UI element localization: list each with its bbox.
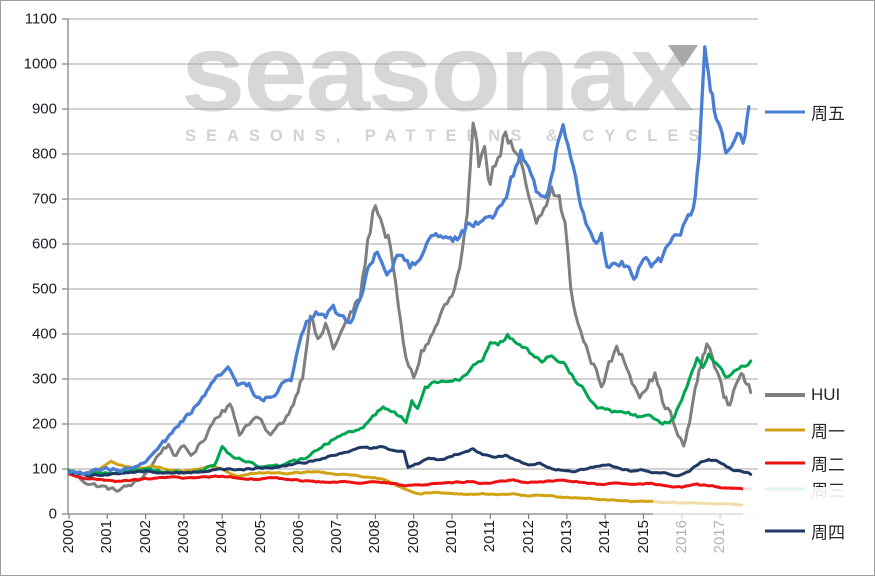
- legend-label-周一: 周一: [811, 422, 845, 442]
- series-line-HUI: [67, 121, 753, 493]
- y-tick-label-1100: 1100: [24, 10, 57, 28]
- x-tick-label-2008: 2008: [366, 520, 384, 554]
- x-tick-label-2015: 2015: [634, 520, 652, 554]
- y-tick-label-100: 100: [31, 460, 57, 478]
- legend-swatch-周四: [765, 529, 805, 533]
- legend-label-周四: 周四: [811, 523, 845, 543]
- y-tick-label-700: 700: [31, 190, 57, 208]
- y-tick-label-600: 600: [31, 235, 57, 253]
- x-tick-label-2001: 2001: [98, 520, 116, 554]
- seasonax-triangle-icon: [668, 45, 698, 67]
- legend-item-HUI[interactable]: HUI: [765, 385, 840, 405]
- white-patch-plot-corner: [653, 500, 759, 575]
- y-tick-label-1000: 1000: [23, 55, 57, 73]
- x-tick-label-2006: 2006: [289, 520, 307, 554]
- x-tick-label-2003: 2003: [174, 520, 192, 554]
- x-tick-label-2005: 2005: [251, 520, 269, 554]
- x-tick-label-2007: 2007: [328, 520, 346, 554]
- series-line-周三: [67, 332, 753, 477]
- x-tick-label-2013: 2013: [557, 520, 575, 554]
- series-line-周五: [67, 45, 751, 477]
- legend-swatch-周二: [765, 461, 805, 465]
- legend-item-周四[interactable]: 周四: [765, 519, 845, 544]
- x-tick-label-2000: 2000: [60, 520, 77, 554]
- y-tick-label-500: 500: [31, 280, 57, 298]
- y-tick-label-0: 0: [48, 505, 57, 523]
- white-patch-legend: [743, 487, 870, 519]
- legend-item-周二[interactable]: 周二: [765, 451, 845, 476]
- legend-item-周五[interactable]: 周五: [765, 100, 845, 125]
- legend-swatch-HUI: [765, 393, 805, 397]
- series-line-周四: [67, 445, 753, 478]
- legend-label-周五: 周五: [811, 104, 845, 124]
- y-tick-label-900: 900: [31, 100, 57, 118]
- x-tick-label-2014: 2014: [596, 520, 614, 554]
- x-tick-label-2002: 2002: [136, 520, 154, 554]
- legend-label-HUI: HUI: [811, 385, 841, 404]
- y-tick-label-400: 400: [31, 325, 57, 343]
- x-tick-label-2004: 2004: [213, 520, 231, 554]
- series-line-周二: [67, 472, 753, 491]
- legend-swatch-周一: [765, 428, 805, 432]
- seasonax-watermark-logo: seasonax: [181, 10, 694, 135]
- legend-label-周二: 周二: [811, 455, 845, 475]
- y-tick-label-300: 300: [31, 370, 57, 388]
- x-tick-label-2010: 2010: [443, 520, 460, 554]
- seasonax-watermark-tagline: SEASONS, PATTERNS & CYCLES: [185, 127, 710, 145]
- legend-swatch-周五: [765, 110, 805, 114]
- legend-item-周一[interactable]: 周一: [765, 418, 845, 443]
- x-tick-label-2009: 2009: [404, 520, 422, 554]
- x-tick-label-2011: 2011: [481, 520, 499, 553]
- y-tick-label-800: 800: [31, 145, 57, 163]
- x-tick-label-2012: 2012: [519, 520, 537, 554]
- y-tick-label-200: 200: [31, 415, 57, 433]
